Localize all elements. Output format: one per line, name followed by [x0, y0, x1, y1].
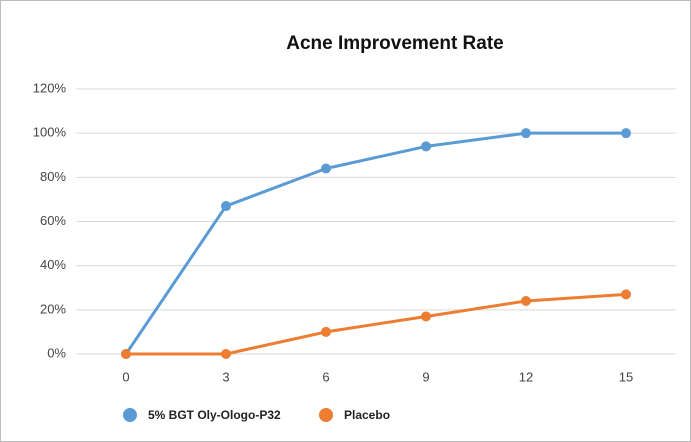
y-tick-label: 80% [40, 169, 66, 184]
legend-label: Placebo [344, 408, 390, 422]
y-tick-label: 20% [40, 301, 66, 316]
legend-label: 5% BGT Oly-Ologo-P32 [148, 408, 281, 422]
y-tick-label: 100% [33, 125, 67, 140]
x-tick-label: 6 [322, 369, 329, 384]
data-point [621, 289, 631, 300]
y-tick-label: 120% [33, 80, 67, 95]
y-tick-label: 60% [40, 213, 66, 228]
data-point [321, 163, 331, 174]
chart-title: Acne Improvement Rate [286, 33, 504, 54]
series-line [124, 131, 626, 355]
series-line [126, 292, 627, 356]
x-tick-label: 3 [222, 369, 229, 384]
data-point [521, 296, 531, 306]
y-tick-label: 40% [40, 257, 66, 272]
data-point [421, 141, 431, 152]
x-tick-label: 12 [519, 369, 533, 384]
data-point [621, 128, 631, 139]
legend-marker [319, 408, 333, 422]
x-tick-label: 15 [619, 369, 633, 384]
y-tick-label: 0% [47, 345, 66, 360]
data-point [321, 326, 331, 337]
data-point [521, 128, 531, 139]
legend-marker [123, 408, 137, 422]
data-point [221, 201, 231, 212]
x-tick-label: 0 [122, 369, 129, 384]
data-point [221, 349, 231, 359]
data-point [421, 311, 431, 322]
data-point [121, 349, 131, 359]
x-tick-label: 9 [422, 369, 429, 384]
